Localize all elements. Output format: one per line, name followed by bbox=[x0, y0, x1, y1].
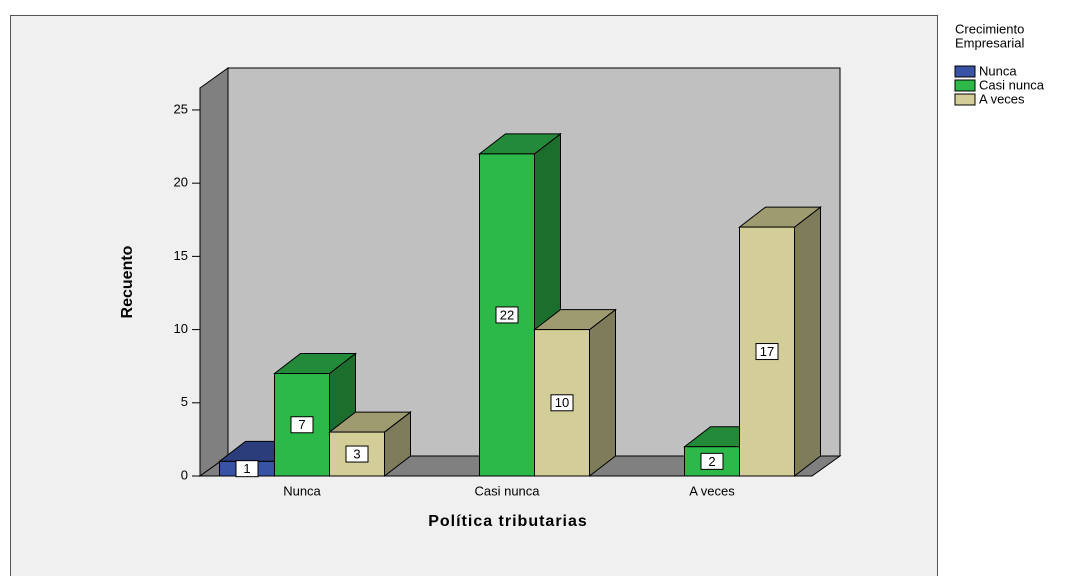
bar-side bbox=[589, 308, 616, 478]
bar-side bbox=[794, 206, 821, 478]
value-label-box bbox=[550, 394, 574, 412]
value-label-box bbox=[755, 343, 779, 361]
y-tick-label: 5 bbox=[181, 394, 188, 409]
value-label-box bbox=[700, 452, 724, 470]
legend-label: A veces bbox=[979, 91, 1025, 106]
value-label: 2 bbox=[708, 454, 715, 469]
x-tick-label: Nunca bbox=[283, 483, 321, 498]
value-label-box bbox=[290, 416, 314, 434]
x-axis-title: Política tributarias bbox=[428, 513, 588, 530]
y-tick-label: 25 bbox=[174, 101, 188, 116]
legend-label: Nunca bbox=[979, 63, 1017, 78]
value-label-box bbox=[235, 460, 259, 478]
y-tick-label: 20 bbox=[174, 175, 188, 190]
value-label: 10 bbox=[555, 395, 569, 410]
value-label: 3 bbox=[353, 446, 360, 461]
y-tick-label: 10 bbox=[174, 321, 188, 336]
y-tick-label: 0 bbox=[181, 467, 188, 482]
y-axis-title: Recuento bbox=[119, 245, 136, 318]
legend-title: Empresarial bbox=[955, 35, 1024, 50]
value-label: 17 bbox=[760, 344, 774, 359]
x-tick-label: A veces bbox=[689, 483, 735, 498]
legend-label: Casi nunca bbox=[979, 77, 1045, 92]
value-label: 1 bbox=[243, 461, 250, 476]
y-tick-label: 15 bbox=[174, 248, 188, 263]
value-label-box bbox=[345, 445, 369, 463]
legend-swatch bbox=[954, 65, 976, 78]
value-label: 7 bbox=[298, 417, 305, 432]
value-label: 22 bbox=[500, 307, 514, 322]
legend-swatch bbox=[954, 93, 976, 106]
legend-title: Crecimiento bbox=[955, 21, 1024, 36]
legend-swatch bbox=[954, 79, 976, 92]
x-tick-label: Casi nunca bbox=[474, 483, 540, 498]
value-label-box bbox=[495, 306, 519, 324]
side-wall bbox=[199, 67, 229, 477]
